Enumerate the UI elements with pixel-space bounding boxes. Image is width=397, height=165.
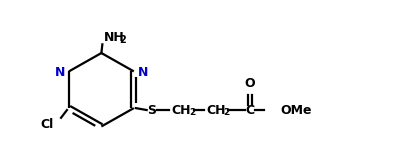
Text: Cl: Cl (40, 118, 53, 131)
Text: C: C (246, 104, 255, 116)
Text: N: N (55, 66, 65, 79)
Text: CH: CH (206, 104, 225, 116)
Text: 2: 2 (119, 35, 126, 46)
Text: CH: CH (172, 104, 191, 116)
Text: O: O (245, 77, 256, 90)
Text: 2: 2 (189, 108, 195, 117)
Text: NH: NH (104, 31, 125, 44)
Text: OMe: OMe (281, 104, 312, 116)
Text: 2: 2 (224, 108, 229, 117)
Text: N: N (138, 66, 148, 79)
Text: S: S (147, 104, 156, 116)
